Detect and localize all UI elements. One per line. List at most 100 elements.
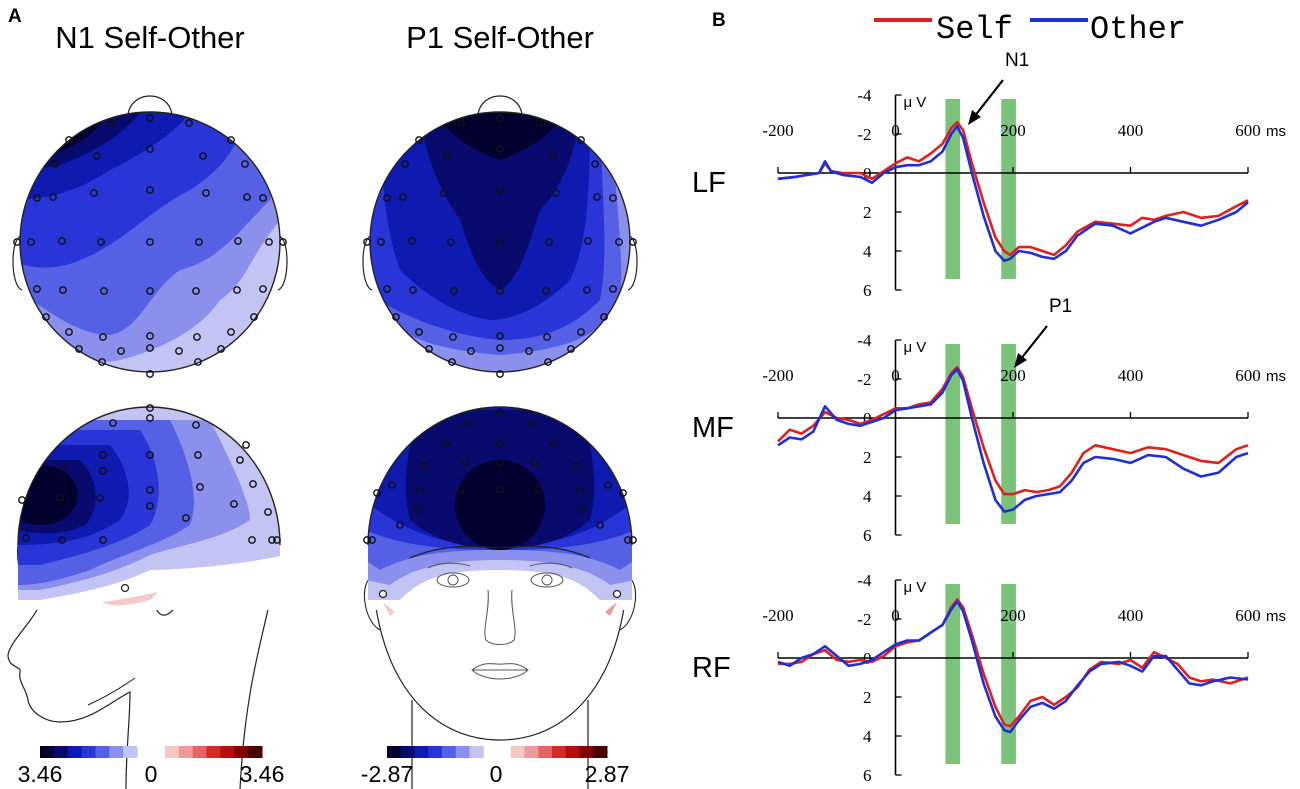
y-tick-label: 4: [863, 242, 872, 261]
electrode-marker: [409, 286, 417, 294]
electrode-marker: [33, 285, 41, 293]
y-tick-label: 0: [863, 649, 872, 668]
electrode-marker: [363, 536, 371, 544]
colorbar-swatch: [234, 746, 249, 758]
electrode-marker: [583, 286, 591, 294]
legend-label-self: Self: [936, 11, 1013, 48]
annotation-arrowhead: [1014, 353, 1027, 368]
n1-top-topomap: N1 Self-Other: [12, 20, 288, 378]
x-tick-label: 0: [891, 121, 900, 140]
y-tick-label: 6: [863, 526, 872, 545]
electrode-marker: [496, 458, 504, 466]
electrode-marker: [259, 285, 267, 293]
x-tick-label: 600: [1235, 366, 1261, 385]
electrode-marker: [243, 193, 251, 201]
colorbar-swatch: [442, 746, 457, 758]
electrode-marker: [195, 238, 203, 246]
electrode-marker: [279, 238, 287, 246]
colorbar-swatch: [220, 746, 235, 758]
colorbar-swatch: [109, 746, 124, 758]
series-line-self: [777, 121, 1249, 257]
annotation-label: N1: [1005, 50, 1029, 71]
colorbar-swatch: [428, 746, 443, 758]
y-tick-label: 4: [863, 727, 872, 746]
electrode-marker: [535, 119, 543, 127]
electrode-marker: [449, 333, 457, 341]
electrode-marker: [241, 160, 249, 168]
electrode-marker: [265, 238, 273, 246]
colorbar-swatch: [524, 746, 539, 758]
colorbar-swatch: [400, 746, 415, 758]
electrode-marker: [65, 328, 73, 336]
p1-top-topomap: P1 Self-Other: [362, 20, 638, 378]
y-unit-label: μ V: [904, 94, 927, 111]
n1-colorbar: 3.46 0 3.46: [18, 746, 284, 787]
y-tick-label: -4: [857, 331, 872, 350]
colorbar-swatch: [95, 746, 110, 758]
x-unit-label: ms: [1266, 368, 1286, 385]
row-label: MF: [692, 412, 734, 444]
electrode-marker: [416, 486, 424, 494]
electrode-marker: [185, 119, 193, 127]
colorbar-swatch: [206, 746, 221, 758]
x-tick-label: 400: [1118, 366, 1144, 385]
electrode-marker: [192, 287, 200, 295]
electrode-marker: [193, 333, 201, 341]
n1-side-topomap: [7, 404, 281, 789]
electrode-marker: [593, 193, 601, 201]
panel-a-letter: A: [8, 6, 22, 27]
annotation-arrow: [973, 79, 1004, 118]
electrode-markers: [363, 408, 637, 544]
colorbar-swatch: [510, 746, 525, 758]
x-tick-label: 200: [1000, 366, 1026, 385]
electrode-marker: [496, 332, 504, 340]
y-tick-label: 6: [863, 281, 872, 300]
colorbar-max-label: 2.87: [585, 761, 630, 787]
electrode-marker: [388, 481, 396, 489]
electrode-marker: [248, 536, 256, 544]
electrode-marker: [33, 194, 41, 202]
electrode-marker: [99, 536, 107, 544]
electrode-markers: [363, 114, 637, 378]
colorbar-swatch: [387, 746, 402, 758]
electrode-marker: [146, 414, 154, 422]
electrode-marker: [457, 119, 465, 127]
electrode-marker: [249, 480, 257, 488]
electrode-marker: [146, 186, 154, 194]
x-tick-label: -200: [762, 121, 793, 140]
p1-colorbar: -2.87 0 2.87: [361, 746, 630, 787]
highlight-window: [1001, 584, 1016, 764]
electrode-marker: [93, 152, 101, 160]
electrode-marker: [199, 152, 207, 160]
electrode-marker: [401, 160, 409, 168]
electrode-marker: [273, 536, 281, 544]
electrode-marker: [542, 287, 550, 295]
electrode-marker: [629, 238, 637, 246]
electrode-marker: [233, 286, 241, 294]
y-tick-label: 0: [863, 164, 872, 183]
electrode-marker: [368, 536, 376, 544]
electrode-marker: [98, 358, 106, 366]
y-tick-label: 6: [863, 766, 872, 785]
electrode-marker: [146, 287, 154, 295]
electrode-marker: [383, 285, 391, 293]
electrode-marker: [496, 370, 504, 378]
electrode-marker: [550, 440, 558, 448]
electrode-marker: [448, 358, 456, 366]
electrode-marker: [496, 145, 504, 153]
electrode-marker: [535, 486, 543, 494]
electrode-marker: [415, 328, 423, 336]
p1-front-topomap: [363, 406, 637, 789]
colorbar-swatch: [414, 746, 429, 758]
electrode-marker: [609, 194, 617, 202]
y-tick-label: 2: [863, 203, 872, 222]
x-tick-label: 400: [1118, 121, 1144, 140]
highlight-window: [945, 584, 961, 764]
electrode-marker: [109, 419, 117, 427]
electrode-marker: [59, 466, 67, 474]
electrode-marker: [467, 347, 475, 355]
electrode-marker: [58, 237, 66, 245]
colorbar-min-label: -2.87: [361, 761, 413, 787]
